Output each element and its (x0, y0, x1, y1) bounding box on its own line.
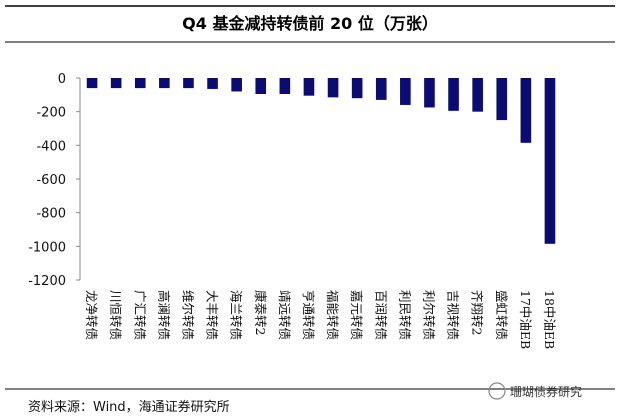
bar (448, 78, 459, 111)
watermark-icon (488, 382, 506, 400)
x-tick-label: 17中油EB (518, 290, 533, 349)
watermark: 珊瑚债券研究 (510, 384, 582, 399)
y-tick-label: -200 (36, 106, 66, 121)
x-tick-label: 康泰转2 (253, 290, 268, 335)
x-tick-label: 18中油EB (542, 290, 557, 349)
x-tick-label: 百润转债 (373, 290, 388, 340)
bar (544, 78, 556, 244)
x-tick-label: 维尔转债 (180, 290, 195, 340)
y-tick-label: -800 (36, 207, 66, 222)
bar (279, 78, 291, 94)
chart-title: Q4 基金减持转债前 20 位（万张） (182, 14, 438, 33)
x-tick-label: 海兰转债 (229, 290, 244, 340)
x-tick-label: 盛虹转债 (494, 290, 509, 340)
bar (472, 78, 483, 112)
x-tick-label: 靖远转债 (277, 290, 292, 340)
bar (496, 78, 508, 121)
bar (183, 78, 194, 89)
source-note: 资料来源：Wind，海通证券研究所 (28, 399, 230, 415)
bar (375, 78, 387, 100)
bar (86, 78, 98, 89)
bar (303, 78, 315, 96)
x-tick-label: 川恒转债 (108, 290, 123, 340)
x-tick-label: 利民转债 (397, 290, 412, 340)
bar (110, 78, 122, 89)
x-tick-label: 齐翔转2 (470, 290, 485, 335)
bar (207, 78, 218, 89)
y-tick-label: -600 (36, 173, 66, 188)
bar (400, 78, 411, 105)
bar (351, 78, 363, 99)
y-tick-label: -400 (36, 139, 66, 154)
bar (231, 78, 242, 92)
x-tick-label: 高澜转债 (156, 290, 171, 340)
x-tick-label: 龙净转债 (84, 290, 99, 340)
y-tick-label: -1000 (28, 240, 66, 255)
x-tick-label: 嘉元转债 (349, 290, 364, 340)
x-tick-label: 大丰转债 (205, 290, 220, 340)
bar (255, 78, 267, 94)
x-tick-label: 亨通转债 (301, 290, 316, 340)
x-tick-label: 广汇转债 (132, 290, 147, 340)
y-tick-label: 0 (58, 72, 66, 87)
bar (520, 78, 532, 143)
bar (327, 78, 339, 98)
x-tick-label: 吉视转债 (446, 290, 461, 340)
bar (424, 78, 435, 108)
y-tick-label: -1200 (28, 274, 66, 289)
bar (159, 78, 170, 89)
x-tick-label: 福能转债 (325, 290, 340, 340)
bar (134, 78, 146, 89)
x-tick-label: 利尔转债 (421, 290, 436, 340)
